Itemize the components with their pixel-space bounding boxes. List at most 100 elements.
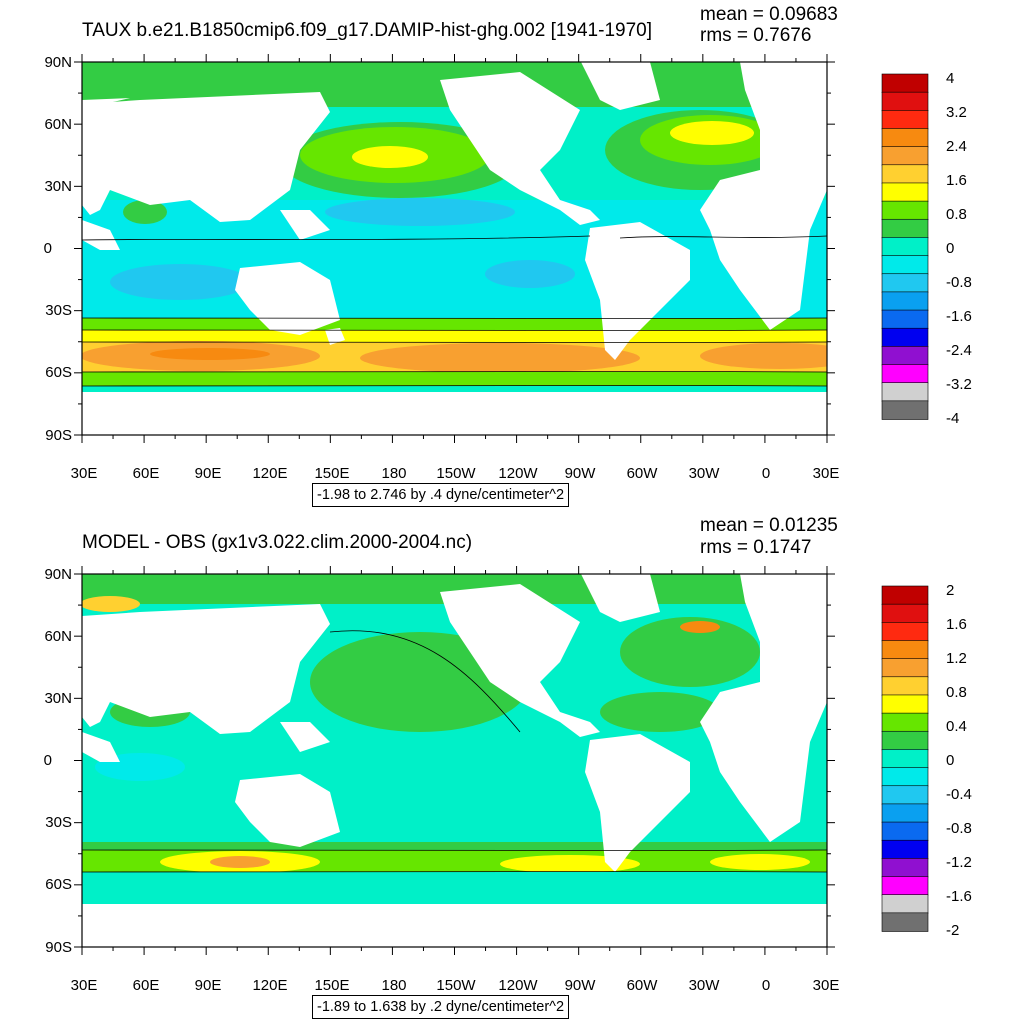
colorbar-swatch bbox=[881, 309, 929, 330]
colorbar-label: -2 bbox=[946, 922, 959, 939]
lon-label: 90W bbox=[565, 465, 597, 482]
lon-label: 120E bbox=[252, 465, 287, 482]
colorbar-swatch bbox=[881, 712, 929, 733]
colorbar-label: -1.6 bbox=[946, 308, 972, 325]
ocean-field bbox=[82, 574, 827, 947]
colorbar-label: 0.4 bbox=[946, 718, 967, 735]
colorbar-swatch bbox=[881, 785, 929, 805]
colorbar-label: -0.8 bbox=[946, 274, 972, 291]
colorbar-label: -0.4 bbox=[946, 786, 972, 803]
colorbar-labels: 2 1.6 1.2 0.8 0.4 0 -0.4 -0.8 -1.2 -1.6 … bbox=[946, 582, 972, 939]
lon-label: 180 bbox=[381, 977, 406, 994]
colorbar-label: -1.6 bbox=[946, 888, 972, 905]
axis-ticks bbox=[74, 566, 835, 955]
lat-label-60n: 60N bbox=[44, 116, 72, 133]
colorbar-label: 4 bbox=[946, 70, 954, 87]
colorbar-swatch bbox=[881, 912, 929, 932]
lat-labels: 90N 60N 30N 0 30S 60S 90S bbox=[44, 54, 72, 444]
colorbar bbox=[881, 73, 929, 420]
colorbar-swatch bbox=[881, 128, 929, 148]
map-figure: 90N 60N 30N 0 30S 60S 90S 30E 60E 90E 12… bbox=[44, 566, 972, 994]
colorbar-swatch bbox=[881, 164, 929, 184]
lat-labels: 90N 60N 30N 0 30S 60S 90S bbox=[44, 566, 72, 956]
lon-label: 150W bbox=[436, 977, 476, 994]
lon-labels: 30E 60E 90E 120E 150E 180 150W 120W 90W … bbox=[71, 465, 840, 482]
colorbar-label: -4 bbox=[946, 410, 959, 427]
colorbar-swatch bbox=[881, 821, 929, 842]
lon-label: 30E bbox=[71, 465, 98, 482]
map-figure: 90N 60N 30N 0 30S 60S 90S 30E 60E 90E 12… bbox=[44, 54, 972, 482]
rms-label: rms = 0.1747 bbox=[700, 537, 812, 558]
colorbar-swatch bbox=[881, 91, 929, 112]
colorbar-swatch bbox=[881, 110, 929, 130]
lon-label: 30W bbox=[689, 465, 721, 482]
colorbar-label: 2 bbox=[946, 582, 954, 599]
colorbar-swatch bbox=[881, 803, 929, 823]
lon-label: 30E bbox=[813, 977, 840, 994]
colorbar-swatch bbox=[881, 218, 929, 239]
lon-label: 90E bbox=[195, 465, 222, 482]
axis-ticks bbox=[74, 54, 835, 443]
mean-label: mean = 0.09683 bbox=[700, 4, 838, 25]
colorbar-swatch bbox=[881, 749, 929, 769]
lon-label: 60E bbox=[133, 977, 160, 994]
lon-label: 30E bbox=[71, 977, 98, 994]
lon-label: 60W bbox=[627, 977, 659, 994]
colorbar-swatch bbox=[881, 858, 929, 878]
colorbar-swatch bbox=[881, 622, 929, 642]
rms-label: rms = 0.7676 bbox=[700, 25, 812, 46]
colorbar-label: -2.4 bbox=[946, 342, 972, 359]
colorbar-label: 1.6 bbox=[946, 172, 967, 189]
lon-labels: 30E 60E 90E 120E 150E 180 150W 120W 90W … bbox=[71, 977, 840, 994]
colorbar-swatch bbox=[881, 839, 929, 860]
lat-label-30s: 30S bbox=[45, 814, 72, 831]
colorbar-label: 3.2 bbox=[946, 104, 967, 121]
lon-label: 60E bbox=[133, 465, 160, 482]
colorbar-swatch bbox=[881, 767, 929, 787]
colorbar-label: 1.6 bbox=[946, 616, 967, 633]
colorbar-labels: 4 3.2 2.4 1.6 0.8 0 -0.8 -1.6 -2.4 -3.2 … bbox=[946, 70, 972, 427]
lat-label-60s: 60S bbox=[45, 364, 72, 381]
ocean-field bbox=[82, 62, 827, 435]
colorbar-swatch bbox=[881, 291, 929, 311]
colorbar-swatch bbox=[881, 603, 929, 624]
panel-title: MODEL - OBS (gx1v3.022.clim.2000-2004.nc… bbox=[82, 532, 473, 553]
colorbar-swatch bbox=[881, 327, 929, 348]
colorbar-swatch bbox=[881, 640, 929, 660]
lat-label-0: 0 bbox=[44, 752, 52, 769]
colorbar bbox=[881, 585, 929, 932]
lat-label-0: 0 bbox=[44, 240, 52, 257]
model-obs-panel: MODEL - OBS (gx1v3.022.clim.2000-2004.nc… bbox=[0, 512, 1024, 1024]
lat-label-60n: 60N bbox=[44, 628, 72, 645]
colorbar-swatch bbox=[881, 658, 929, 678]
colorbar-swatch bbox=[881, 894, 929, 914]
mean-label: mean = 0.01235 bbox=[700, 515, 838, 536]
colorbar-swatch bbox=[881, 400, 929, 420]
lon-label: 0 bbox=[762, 465, 770, 482]
colorbar-swatch bbox=[881, 255, 929, 275]
lat-label-90s: 90S bbox=[45, 427, 72, 444]
colorbar-swatch bbox=[881, 585, 929, 605]
lon-label: 90E bbox=[195, 977, 222, 994]
colorbar-label: 1.2 bbox=[946, 650, 967, 667]
colorbar-label: -3.2 bbox=[946, 376, 972, 393]
colorbar-swatch bbox=[881, 676, 929, 696]
lat-label-30n: 30N bbox=[44, 690, 72, 707]
lon-label: 60W bbox=[627, 465, 659, 482]
lat-label-60s: 60S bbox=[45, 876, 72, 893]
lon-label: 30E bbox=[813, 465, 840, 482]
lon-label: 90W bbox=[565, 977, 597, 994]
contour-range-label: -1.98 to 2.746 by .4 dyne/centimeter^2 bbox=[312, 483, 570, 507]
lon-label: 150W bbox=[436, 465, 476, 482]
colorbar-swatch bbox=[881, 364, 929, 384]
lon-label: 120W bbox=[498, 465, 538, 482]
colorbar-swatch bbox=[881, 382, 929, 402]
colorbar-swatch bbox=[881, 346, 929, 366]
colorbar-swatch bbox=[881, 146, 929, 166]
colorbar-swatch bbox=[881, 200, 929, 221]
colorbar-swatch bbox=[881, 273, 929, 293]
colorbar-label: 0 bbox=[946, 240, 954, 257]
colorbar-swatch bbox=[881, 237, 929, 257]
lat-label-30s: 30S bbox=[45, 302, 72, 319]
colorbar-label: 0 bbox=[946, 752, 954, 769]
